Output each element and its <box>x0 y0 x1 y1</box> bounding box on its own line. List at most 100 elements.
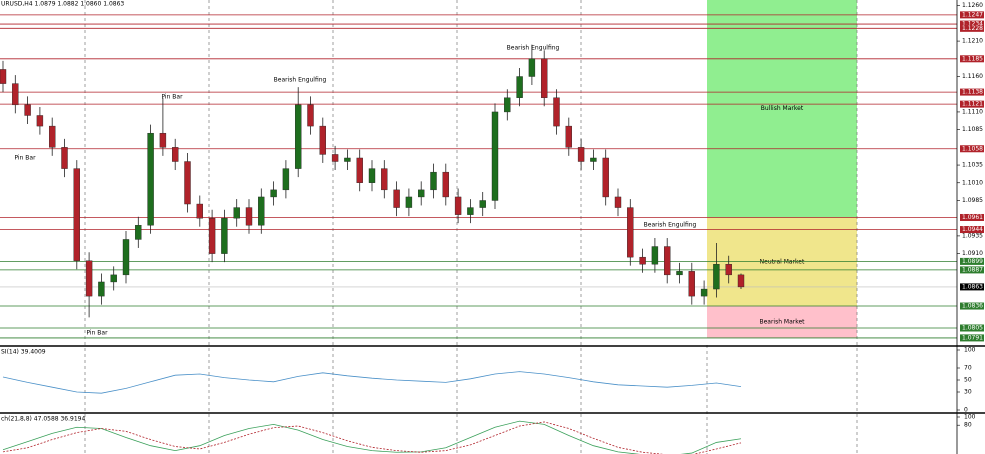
candle-body <box>664 246 671 276</box>
candle-body <box>528 58 536 77</box>
market-zone <box>707 306 857 338</box>
pattern-annotation: Bearish Engulfing <box>644 222 697 229</box>
candle-body <box>688 271 695 297</box>
rsi-tick-label: 50 <box>964 377 972 384</box>
candle-body <box>122 239 130 276</box>
level-tag <box>960 324 984 332</box>
level-tag <box>960 100 984 108</box>
y-tick-label: 1.1160 <box>962 73 983 80</box>
level-tag <box>960 88 984 96</box>
stoch-main-line <box>2 420 742 454</box>
candle-body <box>393 189 400 208</box>
candle-body <box>12 83 19 106</box>
candle-body <box>418 189 425 198</box>
level-label: 1.0791 <box>962 334 983 341</box>
candle-body <box>639 256 646 265</box>
pattern-annotation: Pin Bar <box>14 155 36 162</box>
current-price-label: 1.0863 <box>962 283 983 290</box>
candle-body <box>98 281 105 297</box>
level-tag <box>960 20 984 28</box>
candle-body <box>233 207 240 219</box>
candle-body <box>430 171 437 191</box>
candle-body <box>307 104 314 127</box>
level-label: 1.0836 <box>962 303 983 310</box>
level-label: 1.0805 <box>962 324 983 331</box>
level-tag <box>960 55 984 63</box>
candle-body <box>676 271 683 276</box>
level-label: 1.1185 <box>962 55 983 62</box>
level-label: 1.1247 <box>962 11 983 18</box>
candle-body <box>24 104 31 116</box>
candle-body <box>221 217 228 254</box>
y-tick-label: 1.1035 <box>962 162 983 169</box>
stoch-tick-label: 100 <box>964 414 976 421</box>
candle-body <box>602 157 609 198</box>
candle-body <box>516 76 523 98</box>
rsi-line <box>2 371 742 394</box>
rsi-tick-label: 0 <box>964 407 968 414</box>
candle-body <box>368 168 376 183</box>
zone-label: Bearish Market <box>759 318 805 325</box>
level-label: 1.0944 <box>962 226 983 233</box>
candle-body <box>49 125 56 148</box>
level-tag <box>960 257 984 265</box>
candle-body <box>295 104 302 169</box>
pattern-annotation: Bearish Engulfing <box>274 77 327 84</box>
candle-body <box>725 264 732 276</box>
candle-body <box>85 260 93 297</box>
y-tick-label: 1.1010 <box>962 179 983 186</box>
market-zone <box>707 0 857 218</box>
candle-body <box>467 207 474 215</box>
candle-body <box>565 125 572 148</box>
pattern-annotation: Pin Bar <box>161 94 183 101</box>
level-label: 1.1234 <box>962 21 983 28</box>
price-tag <box>960 283 984 291</box>
candle-body <box>0 69 7 84</box>
rsi-tick-label: 100 <box>964 347 976 354</box>
level-label: 1.0899 <box>962 258 983 265</box>
level-tag <box>960 145 984 153</box>
level-label: 1.1058 <box>962 145 983 152</box>
candle-body <box>208 217 216 254</box>
candle-body <box>73 168 81 261</box>
candle-body <box>713 264 720 290</box>
level-tag <box>960 266 984 274</box>
candle-body <box>454 196 462 215</box>
candle-body <box>590 157 597 162</box>
candle-body <box>258 196 265 226</box>
y-tick-label: 1.0985 <box>962 197 983 204</box>
pattern-annotation: Bearish Engulfing <box>507 45 560 52</box>
candle-body <box>171 147 179 162</box>
level-label: 1.1138 <box>962 89 983 96</box>
y-tick-label: 1.0910 <box>962 250 983 257</box>
candle-body <box>159 132 167 148</box>
candle-body <box>61 147 68 169</box>
candle-body <box>331 154 339 162</box>
candle-body <box>135 225 142 240</box>
candle-body <box>405 196 413 208</box>
candle-body <box>627 207 634 258</box>
candle-body <box>491 111 499 201</box>
level-tag <box>960 334 984 342</box>
candle-body <box>504 97 511 113</box>
level-label: 1.1228 <box>962 25 983 32</box>
candle-body <box>356 157 363 183</box>
candle-body <box>196 203 204 219</box>
stoch-tick-label: 80 <box>964 422 972 429</box>
candle-body <box>479 200 486 208</box>
candle-body <box>541 58 548 98</box>
rsi-label: SI(14) 39.4009 <box>1 349 46 356</box>
y-tick-label: 1.1210 <box>962 38 983 45</box>
rsi-tick-label: 30 <box>964 389 972 396</box>
level-label: 1.0961 <box>962 214 983 221</box>
candle-body <box>270 189 277 198</box>
candle-body <box>184 161 191 205</box>
candle-body <box>110 274 117 283</box>
level-tag <box>960 302 984 310</box>
stoch-signal-line <box>2 421 742 454</box>
candle-body <box>737 274 745 288</box>
symbol-header: URUSD,H4 1.0879 1.0882 1.0860 1.0863 <box>1 1 124 8</box>
y-tick-label: 1.0935 <box>962 232 983 239</box>
candle-body <box>614 196 622 208</box>
candle-body <box>147 132 154 226</box>
